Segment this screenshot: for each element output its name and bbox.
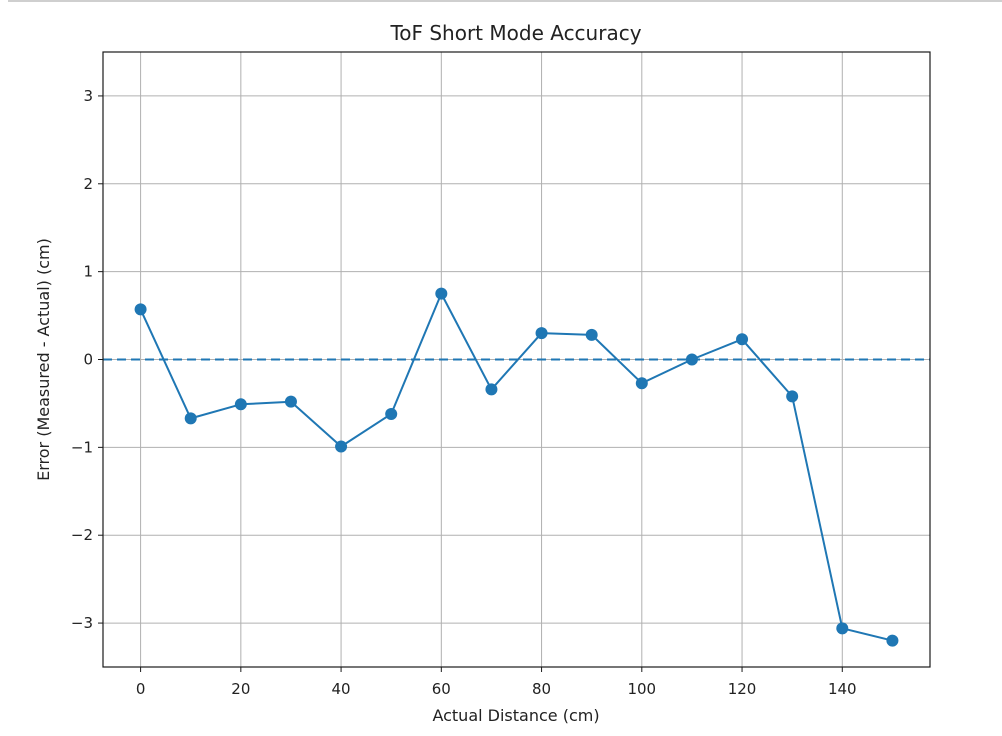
data-point-marker bbox=[184, 412, 197, 425]
data-point-marker bbox=[234, 398, 247, 411]
data-point-marker bbox=[585, 328, 598, 341]
data-point-marker bbox=[786, 390, 799, 403]
data-point-marker bbox=[385, 407, 398, 420]
data-point-marker bbox=[685, 353, 698, 366]
y-tick-label: 2 bbox=[83, 175, 93, 193]
x-axis-label: Actual Distance (cm) bbox=[432, 706, 599, 725]
data-point-marker bbox=[335, 440, 348, 453]
y-tick-label: 1 bbox=[83, 263, 93, 281]
data-point-marker bbox=[635, 377, 648, 390]
x-tick-label: 20 bbox=[231, 680, 250, 698]
y-tick-label: 3 bbox=[83, 87, 93, 105]
data-point-marker bbox=[836, 622, 849, 635]
x-tick-label: 140 bbox=[828, 680, 857, 698]
data-point-marker bbox=[284, 395, 297, 408]
series-line bbox=[139, 292, 893, 642]
top-divider bbox=[8, 0, 1002, 2]
x-tick-label: 120 bbox=[728, 680, 757, 698]
y-axis-label: Error (Measured - Actual) (cm) bbox=[34, 238, 53, 481]
grid-lines bbox=[103, 52, 930, 667]
y-tick-label: −3 bbox=[71, 614, 93, 632]
data-point-marker bbox=[535, 327, 548, 340]
y-tick-label: −2 bbox=[71, 526, 93, 544]
chart-title: ToF Short Mode Accuracy bbox=[389, 21, 641, 45]
y-tick-label: −1 bbox=[71, 438, 93, 456]
data-point-marker bbox=[736, 333, 749, 346]
y-axis-ticks: −3 −2 −1 0 1 2 3 bbox=[71, 87, 103, 632]
data-point-marker bbox=[886, 634, 899, 647]
data-series bbox=[134, 287, 899, 647]
data-point-marker bbox=[134, 303, 147, 316]
data-point-marker bbox=[485, 383, 498, 396]
x-tick-label: 40 bbox=[332, 680, 351, 698]
data-point-marker bbox=[435, 287, 448, 300]
x-tick-label: 60 bbox=[432, 680, 451, 698]
x-axis-ticks: 0 20 40 60 80 100 120 140 bbox=[136, 667, 857, 698]
x-tick-label: 80 bbox=[532, 680, 551, 698]
y-tick-label: 0 bbox=[83, 351, 93, 369]
x-tick-label: 100 bbox=[627, 680, 656, 698]
x-tick-label: 0 bbox=[136, 680, 146, 698]
